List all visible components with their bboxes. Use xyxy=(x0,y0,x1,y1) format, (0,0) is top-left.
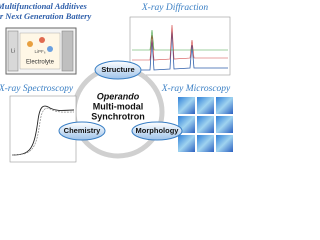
center-line: Multi-modal xyxy=(93,101,144,111)
image-tile xyxy=(197,135,214,152)
diagram: Multifunctional Additives for Next Gener… xyxy=(0,1,233,163)
center-line: Operando xyxy=(97,91,140,101)
image-tile xyxy=(197,116,214,133)
battery: Li Electrolyte LiPF₆ xyxy=(5,27,77,75)
ion xyxy=(39,37,45,43)
battery-label: Li xyxy=(11,48,15,54)
header-line: for Next Generation Battery xyxy=(0,11,91,21)
microscopy-images xyxy=(178,97,233,152)
battery-label: Electrolyte xyxy=(26,60,55,66)
panel-title: X-ray Microscopy xyxy=(161,84,231,94)
page: {"header": {"lines": ["Multifunctional A… xyxy=(0,0,233,163)
plot-frame xyxy=(129,16,231,76)
panel-title: X-ray Diffraction xyxy=(141,2,208,13)
center-line: Synchrotron xyxy=(91,111,145,121)
image-tile xyxy=(178,116,195,133)
node-label: Chemistry xyxy=(64,126,102,135)
battery-label: LiPF₆ xyxy=(34,49,45,54)
image-tile xyxy=(216,97,233,114)
node-label: Structure xyxy=(101,65,134,74)
spectrum xyxy=(11,105,75,156)
image-tile xyxy=(216,116,233,133)
node-ellipse xyxy=(94,60,142,80)
image-tile xyxy=(178,135,195,152)
node-label: Morphology xyxy=(136,126,180,135)
diffraction-plot xyxy=(129,16,231,76)
image-tile xyxy=(216,135,233,152)
spectroscopy-plot xyxy=(9,95,77,163)
ion xyxy=(47,46,53,52)
pattern xyxy=(132,24,228,61)
spectrum xyxy=(11,107,75,156)
image-tile xyxy=(178,97,195,114)
ion xyxy=(27,41,33,47)
pattern xyxy=(132,29,228,51)
node-ellipse xyxy=(131,121,183,141)
image-tile xyxy=(197,97,214,114)
cathode xyxy=(61,30,74,72)
body: Multifunctional Additives for Next Gener… xyxy=(0,0,233,163)
header-line: Multifunctional Additives xyxy=(0,1,88,11)
anode xyxy=(7,30,19,72)
panel-title: X-ray Spectroscopy xyxy=(0,84,74,94)
node-ellipse xyxy=(58,121,106,141)
